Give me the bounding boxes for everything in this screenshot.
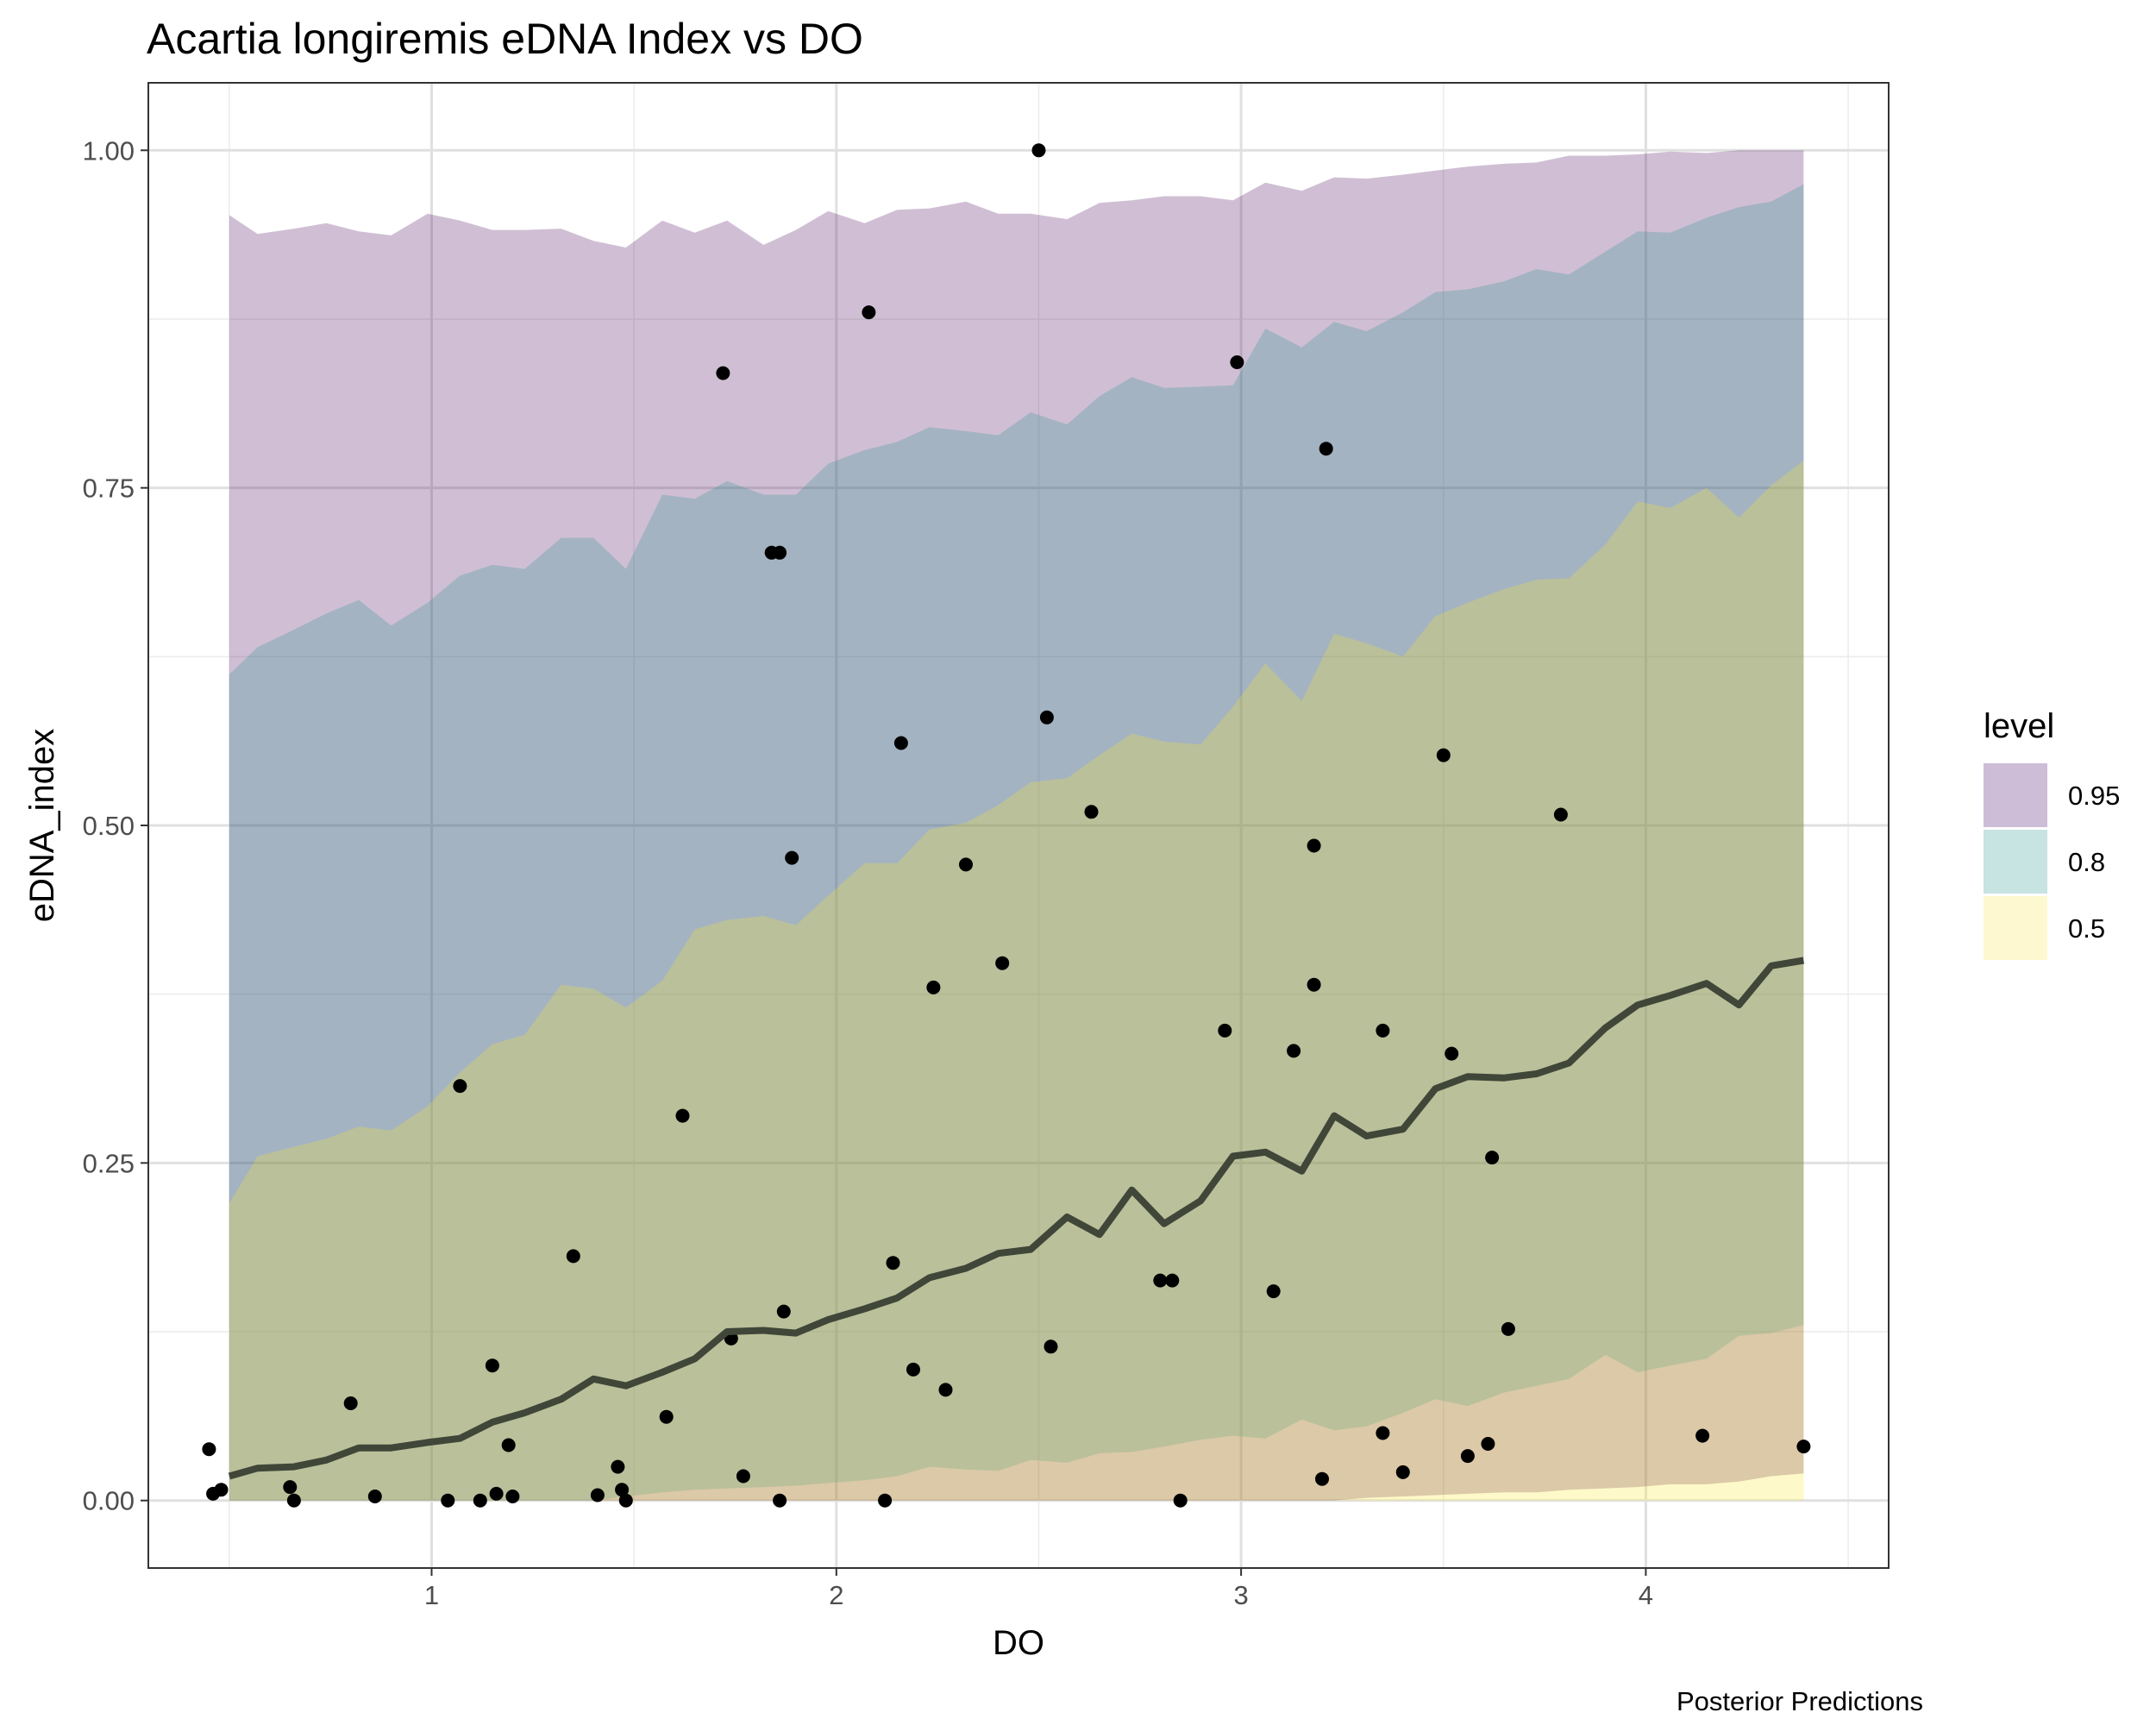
data-point-43 bbox=[1165, 1273, 1180, 1288]
data-point-42 bbox=[1153, 1273, 1168, 1288]
data-point-39 bbox=[1039, 710, 1054, 724]
data-point-59 bbox=[1481, 1437, 1495, 1451]
band-0-8 bbox=[229, 184, 1804, 1501]
data-point-55 bbox=[1395, 1465, 1410, 1479]
data-point-3 bbox=[283, 1480, 298, 1495]
data-point-19 bbox=[659, 1409, 674, 1424]
y-tick-label-0: 0.00 bbox=[83, 1486, 135, 1516]
legend-label-0-95: 0.95 bbox=[2068, 781, 2120, 811]
data-point-11 bbox=[489, 1486, 504, 1501]
data-point-10 bbox=[485, 1358, 499, 1373]
data-point-14 bbox=[566, 1249, 580, 1264]
data-point-35 bbox=[938, 1383, 953, 1397]
legend-key-0-8 bbox=[1984, 830, 2047, 894]
y-tick-label-4: 1.00 bbox=[83, 135, 135, 166]
data-point-23 bbox=[736, 1469, 750, 1484]
data-point-63 bbox=[1695, 1428, 1710, 1443]
credible-bands bbox=[229, 150, 1804, 1501]
data-point-29 bbox=[862, 305, 876, 320]
y-tick-label-3: 0.75 bbox=[83, 474, 135, 504]
legend-key-0-95 bbox=[1984, 763, 2047, 827]
chart-title: Acartia longiremis eDNA Index vs DO bbox=[147, 15, 863, 63]
data-point-34 bbox=[926, 980, 941, 994]
legend-label-0-8: 0.8 bbox=[2068, 847, 2105, 877]
data-point-20 bbox=[675, 1108, 690, 1123]
data-point-37 bbox=[995, 956, 1010, 970]
data-point-36 bbox=[959, 857, 973, 872]
x-tick-label-3: 4 bbox=[1639, 1580, 1653, 1610]
data-point-8 bbox=[453, 1079, 467, 1094]
data-point-26 bbox=[773, 1493, 787, 1508]
x-axis: 1 2 3 4 bbox=[424, 1568, 1653, 1610]
data-point-15 bbox=[590, 1488, 605, 1502]
data-point-31 bbox=[886, 1256, 900, 1270]
data-point-50 bbox=[1307, 977, 1321, 992]
caption: Posterior Predictions bbox=[1677, 1686, 1923, 1716]
data-point-47 bbox=[1266, 1284, 1281, 1299]
data-point-52 bbox=[1319, 442, 1333, 456]
data-point-16 bbox=[611, 1459, 625, 1474]
data-point-51 bbox=[1315, 1471, 1329, 1486]
data-point-9 bbox=[473, 1493, 487, 1508]
data-point-57 bbox=[1445, 1046, 1459, 1061]
data-point-49 bbox=[1307, 838, 1321, 853]
median-line bbox=[228, 957, 1805, 1480]
observed-points bbox=[202, 143, 1811, 1508]
data-point-48 bbox=[1287, 1044, 1301, 1058]
data-point-61 bbox=[1501, 1321, 1515, 1336]
data-point-12 bbox=[501, 1438, 516, 1452]
x-tick-label-2: 3 bbox=[1233, 1580, 1248, 1610]
x-tick-label-0: 1 bbox=[424, 1580, 439, 1610]
legend-label-0-5: 0.5 bbox=[2068, 913, 2105, 944]
data-point-38 bbox=[1031, 143, 1046, 158]
band-0-95 bbox=[229, 150, 1804, 1501]
data-point-64 bbox=[1796, 1440, 1811, 1454]
data-point-30 bbox=[878, 1493, 893, 1508]
band-0-5 bbox=[229, 461, 1804, 1501]
y-tick-label-2: 0.50 bbox=[83, 811, 135, 841]
data-point-54 bbox=[1376, 1023, 1390, 1038]
y-tick-label-1: 0.25 bbox=[83, 1148, 135, 1178]
data-point-27 bbox=[776, 1304, 791, 1319]
data-point-44 bbox=[1173, 1493, 1188, 1508]
data-point-58 bbox=[1460, 1449, 1475, 1464]
median-line-path bbox=[228, 957, 1805, 1480]
data-point-28 bbox=[785, 850, 799, 865]
data-point-18 bbox=[618, 1493, 633, 1508]
data-point-45 bbox=[1218, 1023, 1232, 1038]
data-point-60 bbox=[1485, 1151, 1500, 1165]
data-point-40 bbox=[1044, 1339, 1058, 1354]
data-point-17 bbox=[615, 1483, 630, 1497]
legend: level 0.95 0.8 0.5 bbox=[1984, 707, 2120, 960]
y-axis-title: eDNA_index bbox=[23, 729, 61, 923]
data-point-46 bbox=[1230, 355, 1244, 369]
x-axis-title: DO bbox=[993, 1624, 1044, 1662]
data-point-56 bbox=[1436, 748, 1451, 762]
data-point-7 bbox=[441, 1493, 455, 1508]
data-point-62 bbox=[1553, 807, 1568, 822]
data-point-21 bbox=[716, 366, 730, 380]
legend-key-0-5 bbox=[1984, 896, 2047, 960]
data-point-25 bbox=[773, 545, 787, 560]
data-point-4 bbox=[286, 1493, 301, 1508]
data-point-53 bbox=[1376, 1426, 1390, 1440]
y-axis: 0.00 0.25 0.50 0.75 1.00 bbox=[83, 135, 148, 1516]
data-point-41 bbox=[1084, 805, 1099, 819]
legend-title: level bbox=[1984, 707, 2054, 745]
data-point-5 bbox=[343, 1396, 358, 1410]
data-point-33 bbox=[906, 1362, 920, 1377]
data-point-6 bbox=[367, 1490, 382, 1503]
data-point-13 bbox=[505, 1490, 520, 1503]
data-point-0 bbox=[202, 1442, 216, 1457]
x-tick-label-1: 2 bbox=[829, 1580, 843, 1610]
data-point-2 bbox=[214, 1483, 229, 1497]
data-point-32 bbox=[893, 736, 908, 750]
